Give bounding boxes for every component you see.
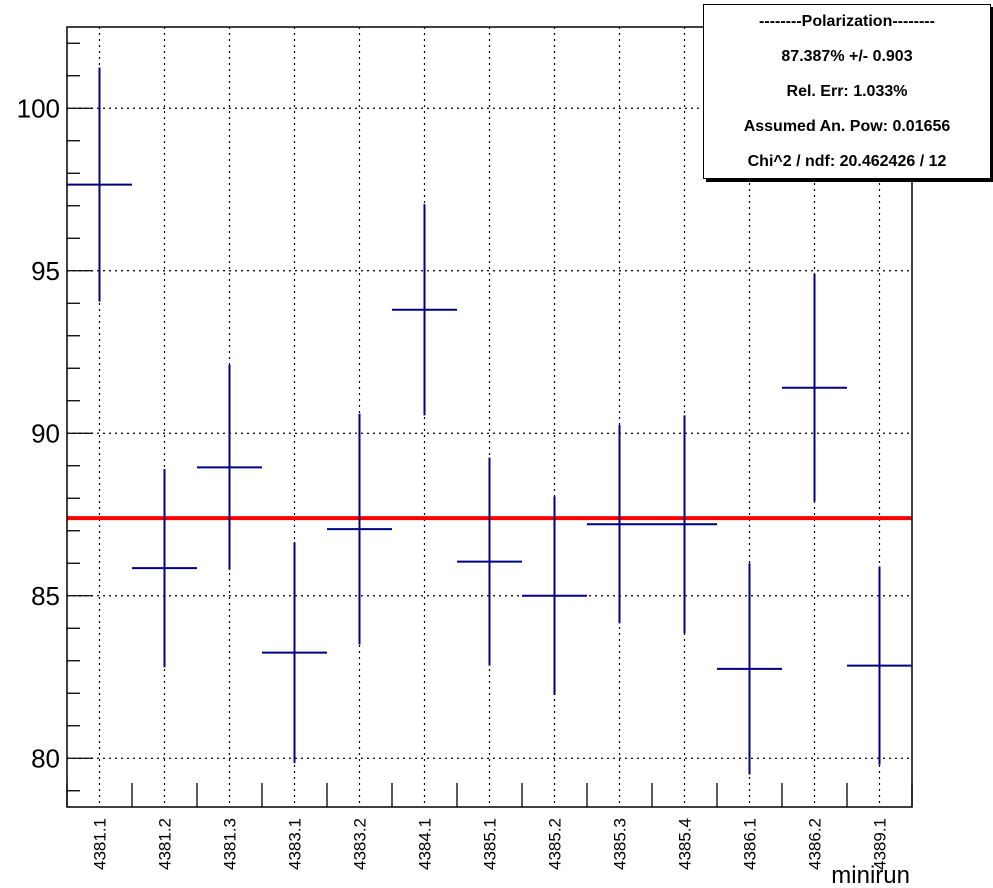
x-tick-label: 4389.1 [871,818,890,870]
x-tick-label: 4385.2 [546,818,565,870]
x-tick-label: 4381.1 [91,818,110,870]
x-tick-label: 4383.2 [351,818,370,870]
x-tick-label: 4386.1 [741,818,760,870]
stats-line-rel-err: Rel. Err: 1.033% [786,83,908,100]
y-tick-label: 95 [31,256,60,286]
y-tick-label: 80 [31,743,60,773]
y-tick-label: 100 [17,93,60,123]
x-tick-label: 4383.1 [286,818,305,870]
stats-line-an-pow: Assumed An. Pow: 0.01656 [743,118,951,135]
stats-line-value: 87.387% +/- 0.903 [781,48,913,65]
axes [66,26,913,808]
stats-line-chi2: Chi^2 / ndf: 20.462426 / 12 [747,153,947,170]
stats-title: --------Polarization-------- [759,13,935,30]
x-tick-label: 4384.1 [416,818,435,870]
y-tick-label: 90 [31,418,60,448]
x-tick-label: 4386.2 [806,818,825,870]
x-tick-label: 4385.3 [611,818,630,870]
plot-frame [66,26,913,808]
x-tick-label: 4385.1 [481,818,500,870]
x-tick-label: 4381.3 [221,818,240,870]
tick-labels: 80 85 90 95 100 4381.1 4381.2 4381.3 4383.1 4383.… [17,93,890,870]
x-axis-label: minirun [831,862,910,888]
data-points [67,67,912,775]
y-tick-label: 85 [31,581,60,611]
x-tick-label: 4381.2 [156,818,175,870]
x-tick-label: 4385.4 [676,818,695,870]
stats-box: --------Polarization-------- 87.387% +/-… [703,4,991,179]
